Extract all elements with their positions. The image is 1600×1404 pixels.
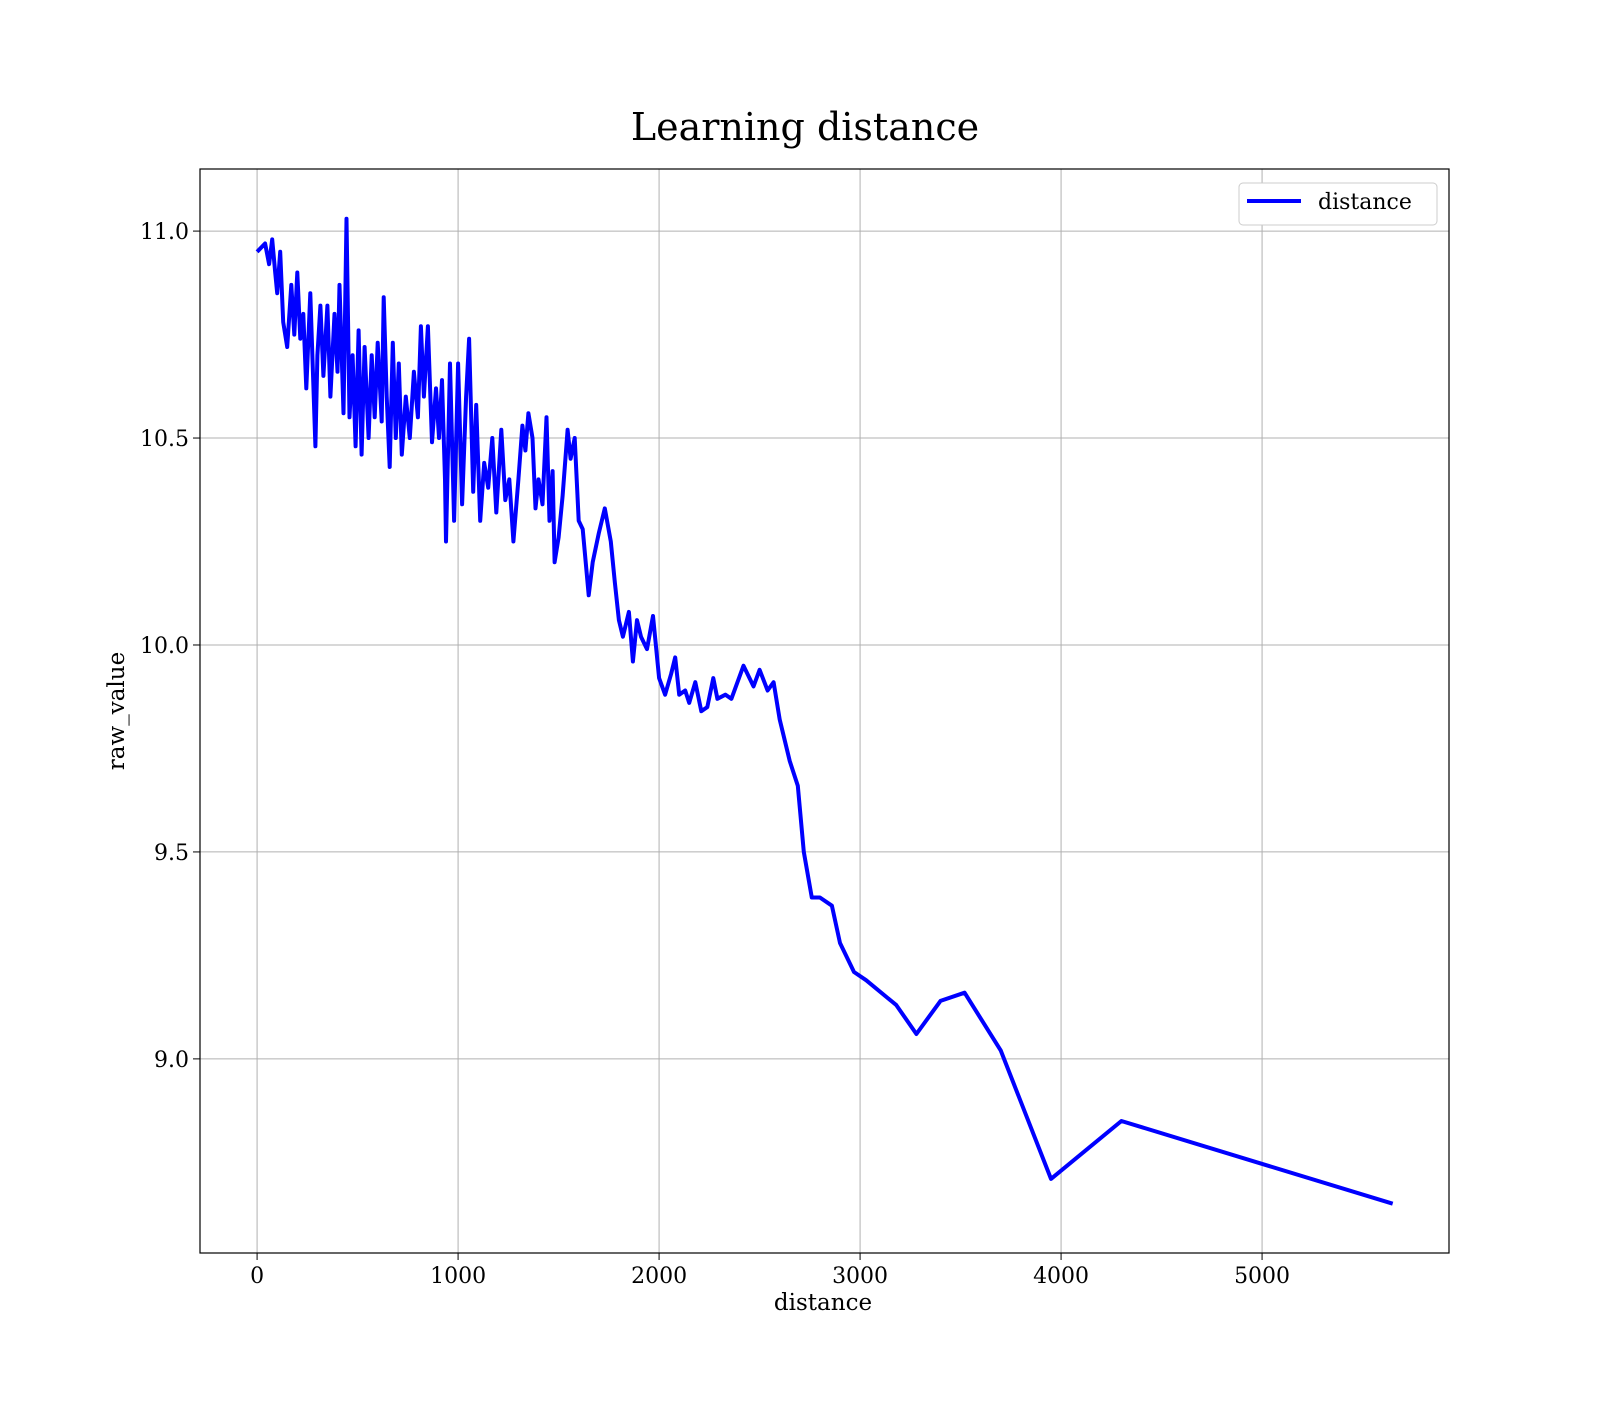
legend-label: distance	[1318, 190, 1412, 215]
y-tick-label: 9.5	[154, 841, 189, 866]
x-tick-label: 2000	[631, 1264, 687, 1289]
x-axis-label: distance	[774, 1290, 872, 1316]
y-tick-label: 11.0	[140, 220, 189, 245]
x-tick-label: 0	[250, 1264, 264, 1289]
data-line	[255, 216, 1394, 1206]
x-tick-label: 4000	[1033, 1264, 1089, 1289]
y-tick-label: 10.0	[140, 634, 189, 659]
chart-title: Learning distance	[631, 105, 979, 149]
y-tick-label: 10.5	[140, 427, 189, 452]
x-tick-label: 5000	[1234, 1264, 1290, 1289]
y-tick-label: 9.0	[154, 1048, 189, 1073]
y-axis-label: raw_value	[104, 652, 130, 770]
x-tick-label: 3000	[832, 1264, 888, 1289]
plot-frame	[199, 168, 1450, 1254]
legend-box	[1238, 182, 1438, 226]
x-tick-label: 1000	[430, 1264, 486, 1289]
